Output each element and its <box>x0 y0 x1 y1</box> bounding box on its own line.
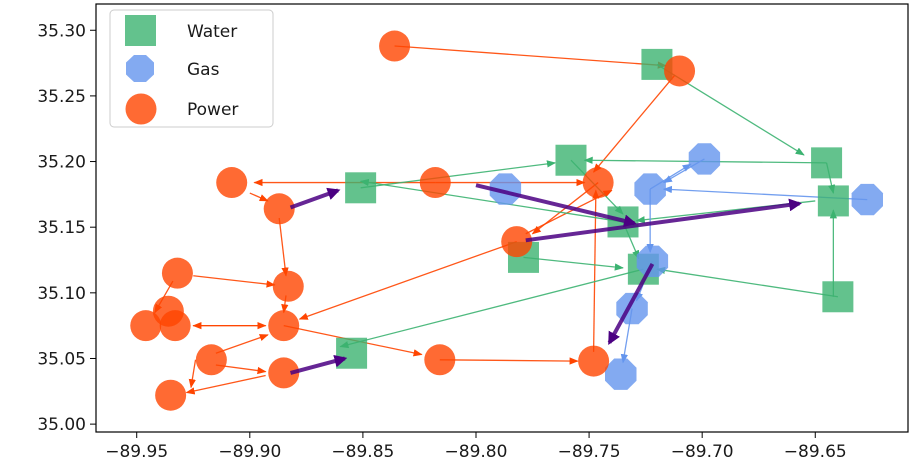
power-point <box>130 310 162 342</box>
thick-edges-layer <box>289 183 802 375</box>
x-tick-label: −89.90 <box>218 442 281 462</box>
water-point <box>345 172 377 204</box>
edge-power <box>298 241 517 320</box>
thick-edge <box>290 354 348 375</box>
power-point <box>379 30 411 62</box>
x-tick-label: −89.65 <box>784 442 847 462</box>
power-point <box>419 167 451 199</box>
edge-power <box>185 374 266 395</box>
x-tick-label: −89.70 <box>671 442 734 462</box>
gas-point <box>636 245 669 277</box>
legend-gas-marker <box>126 55 154 82</box>
water-point <box>811 147 843 179</box>
gas-point <box>851 183 883 216</box>
edge-power <box>439 357 579 365</box>
legend-item-gas: Gas <box>126 55 220 82</box>
y-tick-label: 35.30 <box>37 21 86 41</box>
edge-power <box>278 217 289 277</box>
legend-power-marker <box>125 93 157 125</box>
thick-edge <box>607 262 655 345</box>
y-tick-label: 35.25 <box>37 87 86 107</box>
x-tick-label: −89.85 <box>331 442 394 462</box>
y-tick-label: 35.15 <box>37 218 86 238</box>
power-point <box>501 226 533 258</box>
y-axis: 35.00 35.05 35.10 35.15 35.20 35.25 35.30 <box>37 21 96 435</box>
legend-water-marker <box>125 15 156 46</box>
power-point <box>268 357 300 389</box>
edge-water <box>359 178 624 223</box>
thick-edge <box>475 183 637 228</box>
x-tick-label: −89.95 <box>105 442 168 462</box>
power-point <box>216 167 248 199</box>
power-point <box>582 167 614 199</box>
edge-power <box>593 74 676 173</box>
y-tick-label: 35.10 <box>37 284 86 304</box>
power-point <box>272 270 304 302</box>
edge-power <box>188 359 197 389</box>
legend-power-label: Power <box>187 100 238 120</box>
water-point <box>555 144 587 176</box>
edge-power <box>394 45 667 69</box>
power-point <box>664 55 696 87</box>
power-point <box>578 345 610 377</box>
gas-point <box>489 173 522 205</box>
power-point <box>161 257 193 289</box>
power-point <box>155 379 187 411</box>
legend-item-water: Water <box>125 15 237 46</box>
power-point <box>424 344 456 376</box>
x-axis: −89.95 −89.90 −89.85 −89.80 −89.75 −89.70 −89.… <box>105 432 847 462</box>
legend-water-label: Water <box>187 22 237 42</box>
edge-water <box>360 160 557 189</box>
edge-water <box>339 268 644 349</box>
y-tick-label: 35.00 <box>37 415 86 435</box>
edge-power <box>249 192 269 202</box>
gas-point <box>634 173 666 205</box>
legend: Water Gas Power <box>109 9 274 128</box>
power-point <box>159 310 191 342</box>
legend-item-power: Power <box>125 93 238 125</box>
water-point <box>817 185 849 217</box>
points-layer <box>130 30 883 411</box>
legend-gas-label: Gas <box>187 60 220 80</box>
thick-edge <box>289 187 341 210</box>
power-point <box>195 344 227 376</box>
power-point <box>268 310 300 342</box>
edge-power <box>215 334 269 354</box>
edge-water <box>523 256 624 271</box>
x-tick-label: −89.80 <box>445 442 508 462</box>
edge-water <box>656 266 838 298</box>
thick-edge <box>525 198 802 243</box>
y-tick-label: 35.20 <box>37 153 86 173</box>
x-tick-label: −89.75 <box>558 442 621 462</box>
y-tick-label: 35.05 <box>37 349 86 369</box>
water-point <box>336 337 368 369</box>
water-point <box>822 281 854 313</box>
edge-power <box>193 275 276 288</box>
gas-point <box>688 143 721 175</box>
gas-point <box>605 358 637 390</box>
power-point <box>263 193 295 225</box>
